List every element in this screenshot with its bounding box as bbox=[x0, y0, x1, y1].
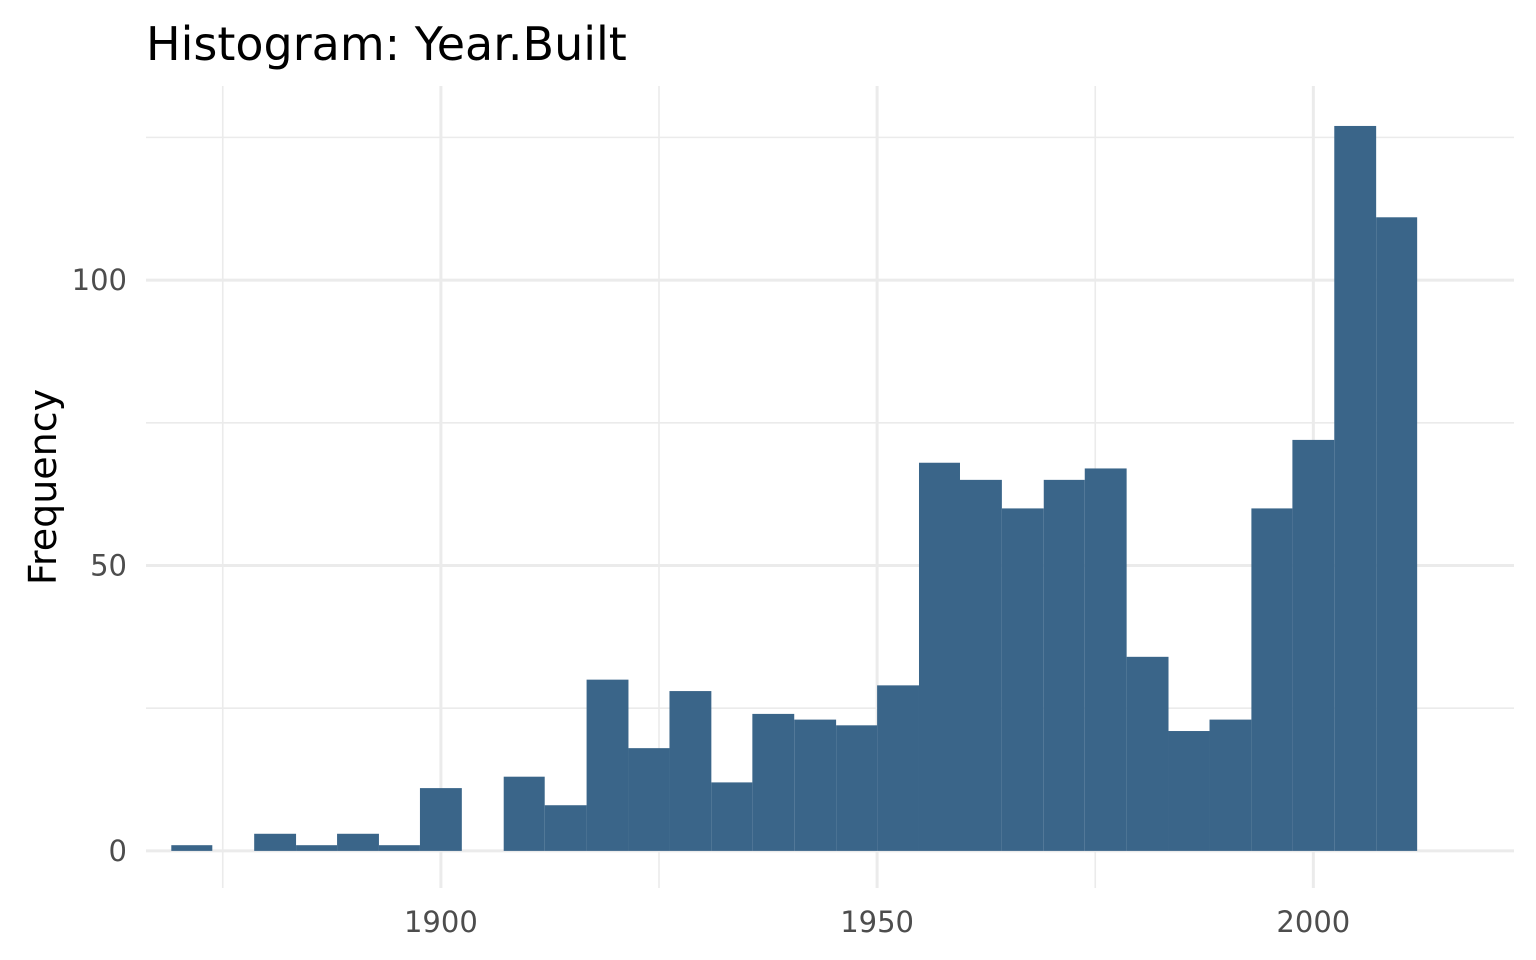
histogram-bar bbox=[959, 479, 1002, 851]
histogram-bar bbox=[1292, 439, 1335, 851]
histogram-bar bbox=[836, 725, 878, 851]
histogram-bar bbox=[378, 845, 420, 851]
histogram-bar bbox=[1043, 479, 1085, 851]
histogram-bar bbox=[1209, 719, 1252, 851]
y-axis-label: Frequency bbox=[21, 389, 65, 585]
histogram-bar bbox=[1334, 125, 1377, 851]
histogram-bar bbox=[918, 462, 960, 851]
histogram-bar bbox=[544, 805, 587, 851]
x-tick-label: 1900 bbox=[404, 905, 478, 939]
histogram-bar bbox=[296, 845, 338, 851]
histogram-bar bbox=[1376, 217, 1418, 851]
y-tick-label: 100 bbox=[72, 263, 127, 297]
histogram-bar bbox=[711, 782, 753, 851]
histogram-bar bbox=[171, 845, 213, 851]
histogram-bar bbox=[1168, 731, 1210, 851]
histogram-bar bbox=[628, 748, 670, 851]
histogram-bar bbox=[586, 679, 629, 851]
y-tick-label: 50 bbox=[90, 548, 127, 582]
histogram-bar bbox=[1251, 508, 1293, 851]
chart-title: Histogram: Year.Built bbox=[146, 17, 627, 71]
x-tick-label: 2000 bbox=[1276, 905, 1350, 939]
histogram-bar bbox=[877, 685, 919, 851]
histogram-bar bbox=[1001, 508, 1044, 851]
y-tick-label: 0 bbox=[109, 834, 127, 868]
histogram-bar bbox=[669, 691, 712, 851]
x-tick-label: 1950 bbox=[840, 905, 914, 939]
histogram-bar bbox=[752, 713, 795, 851]
histogram-bar bbox=[1126, 656, 1169, 851]
axis-tick-labels: 1900 1950 2000 0 50 100 bbox=[72, 263, 1351, 939]
histogram-bar bbox=[503, 776, 545, 851]
histogram-bar bbox=[254, 833, 297, 851]
histogram-bar bbox=[1084, 468, 1127, 851]
histogram-bar bbox=[794, 719, 837, 851]
histogram-bar bbox=[337, 833, 379, 851]
histogram-bars bbox=[171, 125, 1418, 851]
histogram-bar bbox=[419, 788, 462, 851]
